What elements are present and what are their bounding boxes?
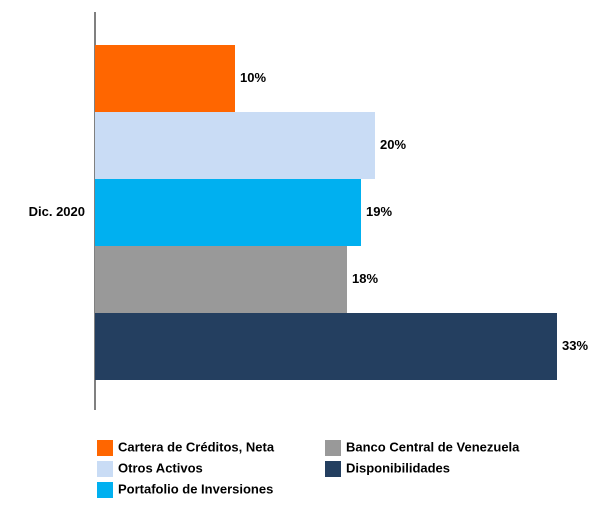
bar (95, 112, 375, 179)
data-label: 19% (366, 204, 392, 219)
legend-swatch (325, 440, 341, 456)
legend-swatch (97, 440, 113, 456)
legend-label: Otros Activos (118, 460, 203, 475)
legend-swatch (325, 461, 341, 477)
data-label: 10% (240, 70, 266, 85)
legend-label: Disponibilidades (346, 460, 450, 475)
legend-swatch (97, 482, 113, 498)
data-label: 20% (380, 137, 406, 152)
bar (95, 246, 347, 313)
legend-label: Banco Central de Venezuela (346, 439, 520, 454)
category-label: Dic. 2020 (29, 204, 85, 219)
bar (95, 313, 557, 380)
legend-swatch (97, 461, 113, 477)
data-label: 33% (562, 338, 588, 353)
bar (95, 179, 361, 246)
bar (95, 45, 235, 112)
data-label: 18% (352, 271, 378, 286)
legend-label: Cartera de Créditos, Neta (118, 439, 275, 454)
legend-label: Portafolio de Inversiones (118, 481, 273, 496)
